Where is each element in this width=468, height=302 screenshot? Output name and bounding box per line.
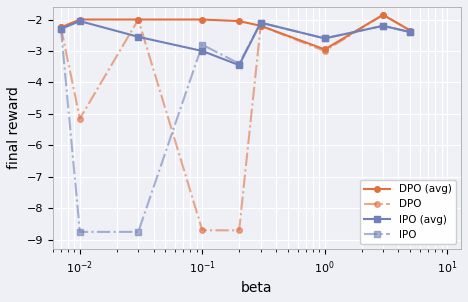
DPO bbox=[322, 49, 328, 53]
IPO (avg) bbox=[322, 37, 328, 40]
IPO bbox=[258, 21, 263, 24]
IPO bbox=[380, 24, 386, 27]
DPO (avg) bbox=[135, 18, 141, 21]
IPO (avg) bbox=[135, 35, 141, 39]
DPO (avg) bbox=[258, 24, 263, 27]
DPO (avg) bbox=[58, 26, 64, 29]
Y-axis label: final reward: final reward bbox=[7, 87, 21, 169]
Line: DPO: DPO bbox=[58, 12, 413, 233]
IPO (avg) bbox=[258, 21, 263, 24]
DPO bbox=[236, 229, 242, 232]
DPO bbox=[199, 229, 205, 232]
IPO (avg) bbox=[199, 49, 205, 53]
IPO bbox=[135, 230, 141, 234]
DPO (avg) bbox=[77, 18, 83, 21]
IPO (avg) bbox=[58, 27, 64, 31]
DPO bbox=[408, 29, 413, 32]
DPO bbox=[77, 117, 83, 120]
IPO bbox=[322, 37, 328, 40]
DPO (avg) bbox=[380, 13, 386, 17]
Line: IPO: IPO bbox=[58, 20, 413, 235]
DPO (avg) bbox=[408, 29, 413, 32]
DPO bbox=[58, 26, 64, 29]
IPO bbox=[77, 230, 83, 234]
DPO bbox=[380, 13, 386, 17]
DPO bbox=[258, 24, 263, 27]
IPO bbox=[236, 62, 242, 65]
Line: DPO (avg): DPO (avg) bbox=[58, 12, 413, 52]
DPO (avg) bbox=[236, 19, 242, 23]
DPO (avg) bbox=[322, 48, 328, 51]
IPO bbox=[58, 27, 64, 31]
IPO bbox=[199, 43, 205, 47]
DPO (avg) bbox=[199, 18, 205, 21]
IPO (avg) bbox=[236, 63, 242, 67]
X-axis label: beta: beta bbox=[241, 281, 273, 295]
Line: IPO (avg): IPO (avg) bbox=[58, 18, 413, 68]
IPO (avg) bbox=[408, 30, 413, 34]
IPO bbox=[408, 30, 413, 34]
DPO bbox=[135, 18, 141, 21]
Legend: DPO (avg), DPO, IPO (avg), IPO: DPO (avg), DPO, IPO (avg), IPO bbox=[360, 180, 456, 244]
IPO (avg) bbox=[77, 19, 83, 23]
IPO (avg) bbox=[380, 24, 386, 27]
